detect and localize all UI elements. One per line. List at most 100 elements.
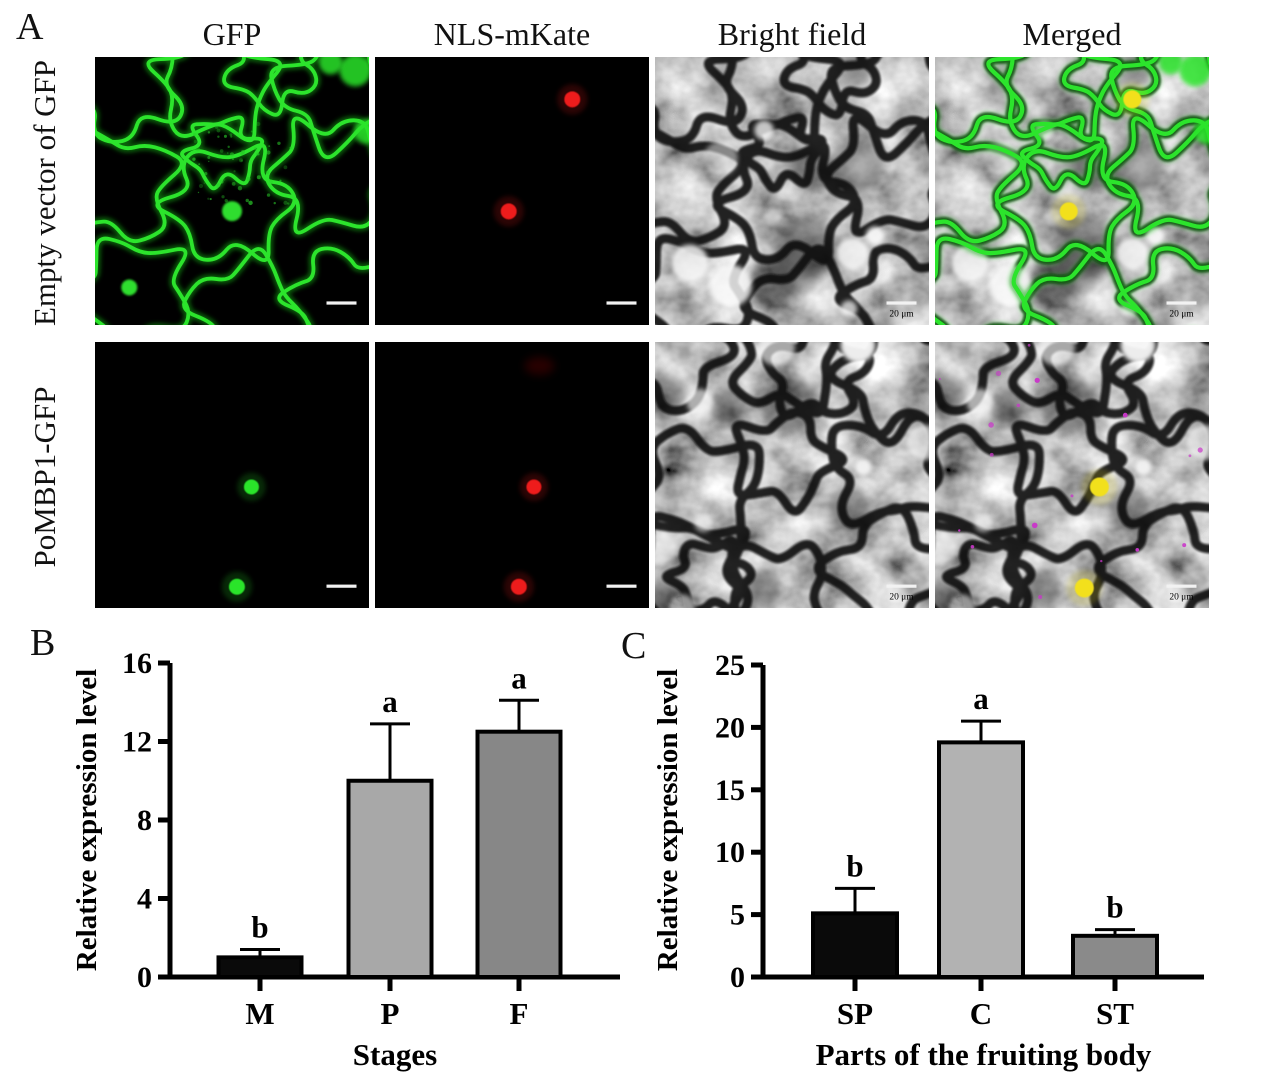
brightfield-shadow	[1027, 262, 1074, 308]
scale-bar	[326, 584, 357, 588]
fluorescent-dot	[1074, 578, 1094, 598]
brightfield-shadow	[1108, 136, 1164, 192]
column-header-bright-field: Bright field	[717, 16, 867, 52]
fluorescent-dot	[243, 479, 259, 495]
y-tick-label: 0	[730, 961, 745, 994]
brightfield-highlight	[709, 264, 752, 307]
micro-pombp1-gfp-image: 20 μm	[95, 342, 369, 608]
fluorescent-dot	[1059, 202, 1078, 221]
micrograph-svg: 20 μm	[655, 342, 929, 608]
significance-letter: b	[846, 848, 863, 883]
gfp-bright-patch	[354, 119, 369, 145]
brightfield-highlight	[840, 342, 876, 363]
brightfield-highlight	[906, 424, 929, 461]
micrograph-svg: 20 μm	[375, 342, 649, 608]
brightfield-highlight	[694, 514, 713, 533]
gfp-bright-patch	[1194, 119, 1209, 145]
micro-empty-vector-bright-field-image: 20 μm	[655, 57, 929, 325]
bar-P	[346, 778, 434, 979]
brightfield-highlight	[655, 531, 678, 565]
brightfield-highlight	[754, 120, 774, 141]
fluorescent-dot	[510, 578, 527, 595]
y-tick-label: 5	[730, 899, 745, 932]
row-label-empty-vector-of-gfp: Empty vector of GFP	[27, 59, 62, 327]
brightfield-cell-boundaries	[655, 57, 929, 325]
chart-b-expression-by-stage: 0 4 8 12 16 Relative expression level b Ma Pa F St…	[71, 647, 620, 1072]
scale-bar	[886, 301, 917, 305]
scale-bar	[606, 584, 637, 588]
panel-b-label: B	[30, 622, 56, 664]
category-label: ST	[1096, 996, 1134, 1031]
scale-bar-label: 20 μm	[1169, 309, 1194, 319]
fluorescent-dot	[500, 203, 517, 220]
y-axis-title: Relative expression level	[71, 669, 103, 971]
x-axis-title: Parts of the fruiting body	[816, 1037, 1152, 1072]
magenta-speckles	[938, 343, 1203, 599]
fluorescent-dot	[564, 91, 581, 108]
gfp-bright-patch	[339, 57, 369, 87]
brightfield-highlight	[757, 342, 795, 366]
brightfield-highlight	[854, 458, 872, 477]
brightfield-highlight	[865, 226, 885, 246]
y-tick-label: 0	[137, 961, 152, 994]
scale-bar-label: 20 μm	[889, 593, 914, 603]
micro-empty-vector-merged-image: 20 μm	[935, 57, 1209, 325]
scale-bar	[326, 301, 357, 305]
brightfield-highlight	[974, 514, 993, 533]
column-header-gfp: GFP	[202, 16, 262, 52]
gfp-bright-patch	[1158, 57, 1183, 75]
scale-bar	[1166, 584, 1197, 588]
scale-bar-label: 20 μm	[329, 309, 354, 319]
y-tick-label: 25	[715, 649, 745, 682]
y-tick-label: 10	[715, 836, 745, 869]
category-label: F	[510, 996, 529, 1031]
fluorescent-dot	[1089, 477, 1109, 497]
scale-bar	[606, 301, 637, 305]
brightfield-cell-boundaries	[655, 342, 929, 608]
significance-letter: a	[382, 684, 398, 719]
scale-bar-label: 20 μm	[1169, 593, 1194, 603]
bar-F	[475, 729, 563, 979]
gfp-bright-patch	[318, 57, 343, 75]
faint-red-smudge	[524, 356, 555, 375]
brightfield-highlight	[668, 594, 696, 608]
micrograph-svg: 20 μm	[95, 57, 369, 325]
brightfield-highlight	[1116, 237, 1149, 270]
panel-c-label: C	[621, 625, 647, 667]
bar-SP	[811, 911, 899, 979]
micro-pombp1-merged-image: 20 μm	[935, 342, 1209, 608]
category-label: SP	[837, 996, 873, 1031]
y-tick-label: 4	[137, 883, 152, 916]
brightfield-highlight	[671, 244, 709, 282]
bar-ST	[1071, 933, 1159, 980]
gfp-diffuse-speckles	[192, 121, 292, 206]
brightfield-cell-boundaries	[935, 342, 1209, 608]
gfp-bright-blob	[222, 201, 242, 222]
y-tick-label: 20	[715, 711, 745, 744]
brightfield-highlight	[935, 531, 958, 565]
brightfield-highlight	[1186, 424, 1209, 461]
category-label: C	[970, 996, 992, 1031]
brightfield-highlight	[836, 237, 869, 270]
fluorescent-dot	[526, 479, 542, 495]
micrograph-svg: 20 μm	[95, 342, 369, 608]
y-tick-label: 15	[715, 774, 745, 807]
gfp-cell-outlines	[95, 57, 369, 325]
row-label-pombp1-gfp: PoMBP1-GFP	[27, 386, 62, 568]
scale-bar	[886, 584, 917, 588]
category-label: P	[381, 996, 400, 1031]
gfp-bright-blob	[121, 279, 138, 296]
y-tick-label: 16	[122, 647, 152, 680]
significance-letter: a	[973, 681, 989, 716]
scale-bar-label: 20 μm	[329, 593, 354, 603]
micrograph-svg: 20 μm	[935, 57, 1209, 325]
x-axis-title: Stages	[353, 1037, 437, 1072]
panel-a-label: A	[16, 6, 44, 48]
scale-bar-label: 20 μm	[609, 309, 634, 319]
y-axis-title: Relative expression level	[652, 669, 684, 971]
micrograph-svg: 20 μm	[935, 342, 1209, 608]
brightfield-highlight	[1120, 342, 1156, 363]
micro-pombp1-bright-field-image: 20 μm	[655, 342, 929, 608]
brightfield-highlight	[686, 388, 713, 415]
